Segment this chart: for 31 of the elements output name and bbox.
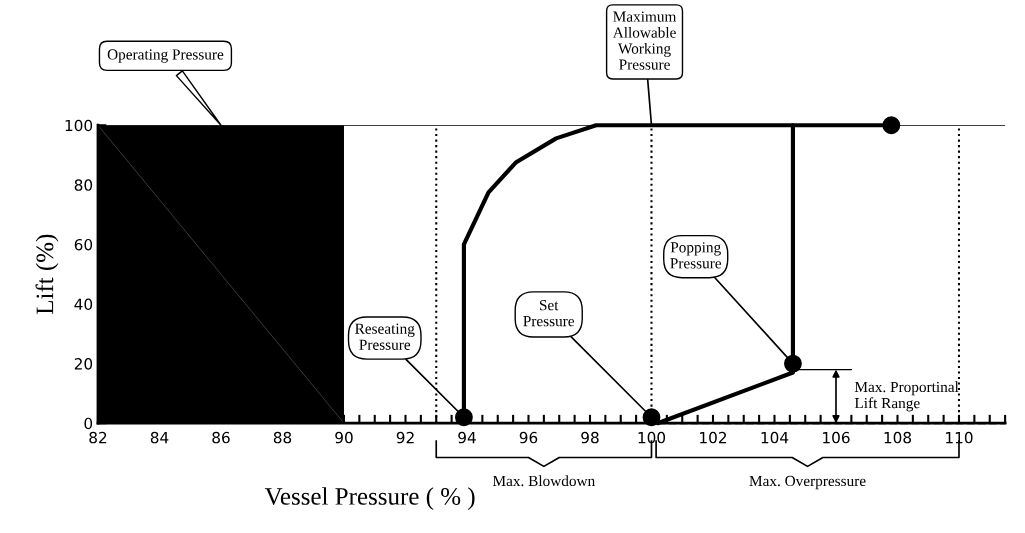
- y-axis-title: Lift (%): [35, 234, 59, 315]
- y-tick-label: 40: [74, 298, 93, 311]
- annotation: Maximum Allowable Working Pressure: [612, 11, 677, 70]
- y-tick-label: 80: [74, 179, 93, 191]
- x-tick-label: 92: [396, 431, 414, 444]
- y-tick-label: 20: [74, 358, 93, 370]
- x-tick-label: 86: [212, 431, 230, 444]
- x-tick-label: 94: [458, 431, 476, 444]
- x-tick-label: 84: [150, 431, 169, 444]
- x-tick-label: 102: [700, 431, 727, 444]
- x-tick-label: 100: [638, 431, 666, 444]
- text: Max. Blowdown: [492, 475, 595, 487]
- x-tick-label: 90: [335, 431, 353, 444]
- x-axis-title: Vessel Pressure ( % ): [264, 487, 475, 510]
- band-label: Operating Pressure: [107, 49, 224, 63]
- annotation: Popping Pressure: [670, 242, 722, 269]
- annotation: Set Pressure: [523, 300, 575, 327]
- x-tick-label: 106: [823, 431, 850, 444]
- x-tick-label: 108: [884, 431, 912, 444]
- y-tick-label: 100: [65, 119, 93, 132]
- annotation: Max. Proportinal Lift Range: [854, 381, 959, 412]
- annotation: Reseating Pressure: [355, 323, 415, 350]
- text: Max. Overpressure: [749, 475, 866, 490]
- y-tick-label: 0: [84, 417, 93, 430]
- y-tick-label: 60: [74, 238, 93, 251]
- x-tick-label: 82: [89, 431, 107, 444]
- x-tick-label: 110: [946, 431, 973, 444]
- x-tick-label: 104: [761, 431, 789, 444]
- x-tick-label: 96: [519, 431, 538, 444]
- x-tick-label: 98: [581, 431, 599, 444]
- x-tick-label: 88: [273, 431, 292, 444]
